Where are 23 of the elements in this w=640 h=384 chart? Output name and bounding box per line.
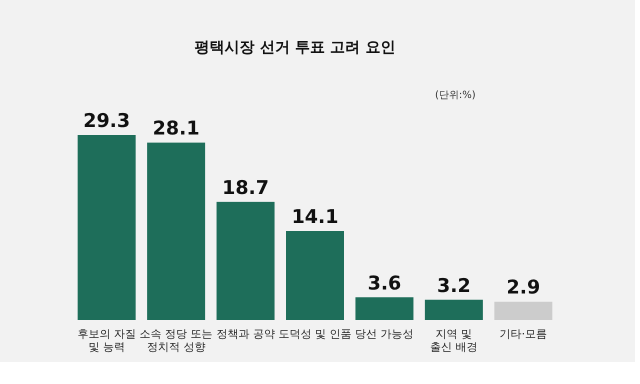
bar bbox=[216, 202, 275, 320]
data-label: 3.2 bbox=[437, 274, 471, 297]
data-label: 2.9 bbox=[506, 276, 540, 299]
bar bbox=[355, 297, 414, 320]
data-label: 18.7 bbox=[222, 176, 269, 199]
bar bbox=[424, 300, 483, 320]
bar bbox=[494, 302, 552, 320]
bar bbox=[78, 135, 136, 320]
x-tick-label: 도덕성 및 인품 bbox=[278, 328, 352, 340]
chart-title: 평택시장 선거 투표 고려 요인 bbox=[194, 38, 396, 56]
bar bbox=[286, 230, 344, 320]
x-tick-label: 지역 및 출신 배경 bbox=[430, 328, 478, 354]
x-tick-label: 후보의 자질 및 능력 bbox=[77, 328, 136, 354]
x-tick-label: 당선 가능성 bbox=[355, 328, 414, 340]
data-label: 14.1 bbox=[292, 206, 338, 228]
x-tick-label: 기타·모름 bbox=[500, 328, 548, 340]
bar bbox=[147, 142, 206, 320]
x-tick-label: 정책과 공약 bbox=[216, 328, 275, 340]
data-label: 3.6 bbox=[368, 272, 402, 294]
text: (단위:%) bbox=[435, 90, 476, 101]
x-tick-label: 소속 정당 또는 정치적 성향 bbox=[140, 328, 213, 354]
data-label: 28.1 bbox=[152, 118, 200, 140]
data-label: 29.3 bbox=[83, 110, 130, 132]
